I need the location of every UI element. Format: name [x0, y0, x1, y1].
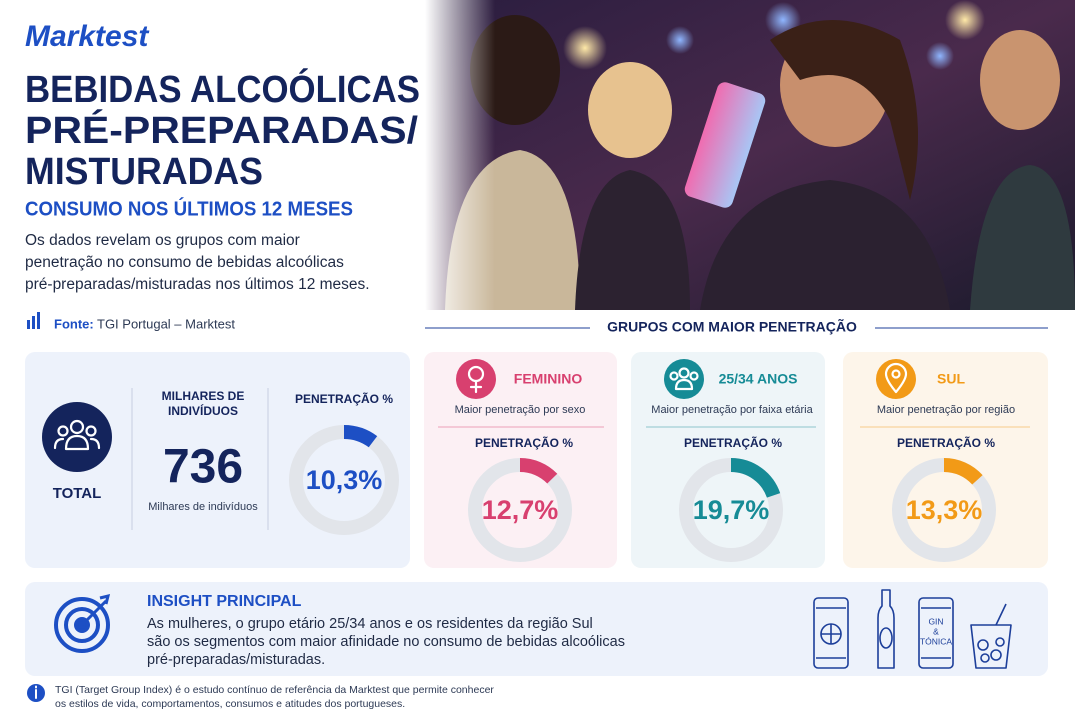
- brand: Marktest: [25, 20, 150, 53]
- groups-heading: GRUPOS COM MAIOR PENETRAÇÃO: [607, 318, 857, 335]
- female-glyph: [467, 365, 485, 394]
- description: penetração no consumo de bebidas alcoóli…: [25, 254, 344, 271]
- title-line: PRÉ-PREPARADAS/: [25, 108, 418, 152]
- donut-arc: [289, 425, 399, 535]
- group-label: SUL: [937, 371, 965, 387]
- thousands-caption: Milhares de indivíduos: [148, 501, 258, 513]
- penetration-heading: PENETRAÇÃO %: [684, 435, 782, 450]
- drink-icons: [813, 589, 1012, 669]
- group-caption: Maior penetração por sexo: [455, 404, 586, 416]
- subtitle: CONSUMO NOS ÚLTIMOS 12 MESES: [25, 196, 353, 220]
- donut: 19,7%: [679, 458, 783, 562]
- insight-card: [25, 582, 1048, 676]
- insight-title: INSIGHT PRINCIPAL: [147, 593, 302, 610]
- group-label: FEMININO: [514, 371, 583, 387]
- donut-label: 10,3%: [306, 465, 383, 495]
- insight-line: são os segmentos com maior afinidade no …: [147, 634, 625, 650]
- group-label: 25/34 ANOS: [719, 371, 798, 387]
- source: TGI Portugal – Marktest: [97, 316, 235, 331]
- can-label: GIN: [928, 616, 943, 626]
- photo: [425, 0, 1075, 310]
- thousands-heading: MILHARES DE: [162, 389, 245, 403]
- donut-label: 19,7%: [693, 495, 770, 525]
- donut-arc: [468, 458, 572, 562]
- female-icon: [456, 359, 496, 399]
- donut: 13,3%: [892, 458, 996, 562]
- can-label: &: [933, 626, 939, 636]
- age-glyph: [669, 367, 699, 391]
- insight-line: pré-preparadas/misturadas.: [147, 652, 325, 668]
- group-caption: Maior penetração por faixa etária: [651, 404, 813, 416]
- title-line: MISTURADAS: [25, 151, 263, 193]
- footnote: TGI (Target Group Index) é o estudo cont…: [55, 684, 494, 696]
- donut-label: 12,7%: [482, 495, 559, 525]
- thousands-heading: INDIVÍDUOS: [168, 403, 238, 418]
- donut-label: 13,3%: [906, 495, 983, 525]
- donut-arc: [892, 458, 996, 562]
- description: pré-preparadas/misturadas nos últimos 12…: [25, 276, 370, 293]
- penetration-heading: PENETRAÇÃO %: [897, 435, 995, 450]
- group-caption: Maior penetração por região: [877, 404, 1015, 416]
- penetration-heading: PENETRAÇÃO %: [295, 391, 393, 406]
- region-icon: [876, 359, 916, 399]
- donut-arc: [679, 458, 783, 562]
- title-line: BEBIDAS ALCOÓLICAS: [25, 67, 420, 111]
- source-label: Fonte:: [54, 316, 94, 331]
- region-glyph: [884, 362, 908, 394]
- penetration-heading: PENETRAÇÃO %: [475, 435, 573, 450]
- thousands-value: 736: [163, 441, 243, 494]
- target-icon: [54, 593, 111, 653]
- footnote: os estilos de vida, comportamentos, cons…: [55, 698, 405, 710]
- source-icon: [27, 312, 40, 329]
- donut: 12,7%: [468, 458, 572, 562]
- donut: 10,3%: [289, 425, 399, 535]
- description: Os dados revelam os grupos com maior: [25, 232, 300, 249]
- people-glyph: [53, 419, 101, 451]
- total-label: TOTAL: [53, 485, 102, 502]
- insight-line: As mulheres, o grupo etário 25/34 anos e…: [147, 616, 593, 632]
- can-label: TÓNICA: [920, 636, 952, 646]
